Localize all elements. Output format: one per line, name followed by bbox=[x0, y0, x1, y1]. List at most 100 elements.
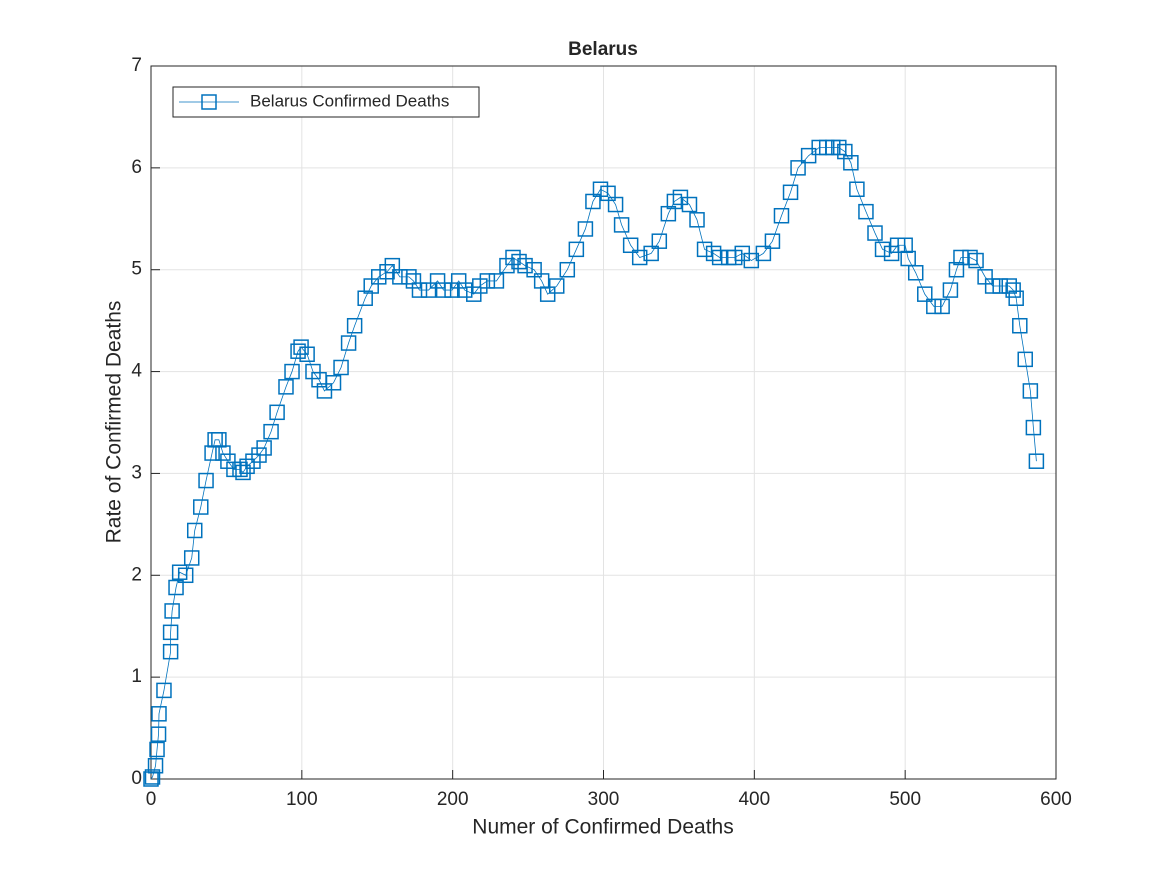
marker bbox=[1012, 317, 1028, 334]
y-axis-label: Rate of Confirmed Deaths bbox=[103, 301, 126, 544]
y-tick-label: 5 bbox=[131, 259, 142, 280]
marker bbox=[831, 139, 847, 156]
marker bbox=[379, 264, 395, 280]
marker bbox=[177, 567, 194, 584]
marker bbox=[613, 217, 630, 233]
marker bbox=[934, 298, 950, 315]
marker bbox=[1005, 282, 1021, 298]
marker bbox=[149, 741, 165, 758]
marker bbox=[907, 265, 924, 281]
marker bbox=[144, 769, 161, 785]
marker bbox=[1025, 419, 1042, 436]
marker bbox=[186, 522, 203, 539]
marker bbox=[858, 203, 874, 220]
marker bbox=[843, 155, 859, 171]
marker bbox=[256, 440, 272, 456]
marker bbox=[643, 245, 659, 262]
marker bbox=[782, 184, 799, 201]
marker bbox=[263, 423, 279, 440]
marker bbox=[953, 249, 969, 266]
marker bbox=[548, 278, 565, 294]
marker bbox=[346, 317, 363, 334]
marker bbox=[269, 404, 285, 421]
marker bbox=[333, 359, 349, 376]
marker bbox=[539, 286, 556, 302]
marker bbox=[1008, 290, 1024, 306]
marker bbox=[420, 282, 437, 298]
marker bbox=[622, 237, 639, 254]
y-tick-label: 2 bbox=[131, 564, 142, 585]
x-tick-label: 300 bbox=[588, 789, 620, 810]
y-tick-label: 0 bbox=[131, 768, 142, 789]
marker bbox=[505, 249, 521, 266]
marker bbox=[151, 706, 167, 722]
legend-box bbox=[172, 86, 480, 118]
marker bbox=[499, 257, 515, 274]
marker bbox=[800, 147, 817, 164]
x-tick-label: 200 bbox=[437, 789, 469, 810]
marker bbox=[711, 249, 728, 266]
marker bbox=[401, 269, 417, 285]
data-line bbox=[150, 147, 1037, 780]
marker bbox=[193, 499, 209, 515]
marker bbox=[773, 207, 790, 224]
marker bbox=[992, 278, 1008, 294]
marker bbox=[488, 273, 505, 289]
marker bbox=[533, 273, 550, 289]
legend-marker bbox=[201, 94, 217, 110]
marker bbox=[883, 245, 900, 262]
marker bbox=[150, 726, 167, 742]
x-tick-label: 400 bbox=[738, 789, 770, 810]
marker bbox=[926, 298, 942, 315]
marker bbox=[305, 363, 321, 380]
marker bbox=[837, 143, 853, 160]
x-tick-label: 500 bbox=[889, 789, 921, 810]
marker bbox=[211, 432, 227, 448]
marker bbox=[568, 241, 585, 258]
marker bbox=[897, 237, 913, 254]
marker bbox=[450, 273, 467, 289]
marker bbox=[235, 464, 251, 481]
marker bbox=[517, 257, 533, 274]
marker bbox=[1017, 351, 1033, 368]
marker bbox=[147, 758, 164, 774]
marker bbox=[631, 249, 648, 266]
marker bbox=[689, 212, 705, 228]
marker bbox=[198, 472, 214, 489]
x-tick-label: 100 bbox=[286, 789, 318, 810]
marker bbox=[435, 282, 452, 298]
legend: Belarus Confirmed Deaths bbox=[172, 86, 480, 118]
marker bbox=[764, 233, 781, 249]
marker bbox=[162, 624, 179, 641]
marker bbox=[411, 282, 428, 298]
legend-label: Belarus Confirmed Deaths bbox=[250, 91, 449, 110]
marker bbox=[456, 282, 473, 298]
marker bbox=[874, 241, 891, 258]
marker bbox=[278, 379, 294, 395]
marker bbox=[705, 245, 722, 262]
marker bbox=[340, 335, 357, 351]
marker bbox=[948, 261, 965, 278]
marker bbox=[239, 458, 255, 475]
y-tick-label: 6 bbox=[131, 157, 142, 178]
marker bbox=[917, 286, 933, 302]
marker bbox=[867, 225, 883, 241]
x-axis-label: Numer of Confirmed Deaths bbox=[472, 816, 733, 839]
marker bbox=[968, 252, 984, 269]
marker bbox=[466, 286, 482, 302]
marker bbox=[156, 682, 172, 699]
marker bbox=[371, 269, 387, 285]
marker bbox=[681, 196, 698, 213]
marker bbox=[660, 205, 677, 222]
y-tick-label: 4 bbox=[131, 361, 142, 382]
marker bbox=[143, 771, 159, 787]
marker bbox=[1022, 383, 1039, 399]
marker bbox=[651, 233, 668, 249]
marker bbox=[325, 375, 342, 391]
marker bbox=[666, 193, 683, 210]
marker bbox=[171, 564, 188, 580]
x-tick-label: 0 bbox=[146, 789, 157, 810]
marker bbox=[183, 550, 200, 566]
y-tick-label: 7 bbox=[131, 55, 142, 76]
